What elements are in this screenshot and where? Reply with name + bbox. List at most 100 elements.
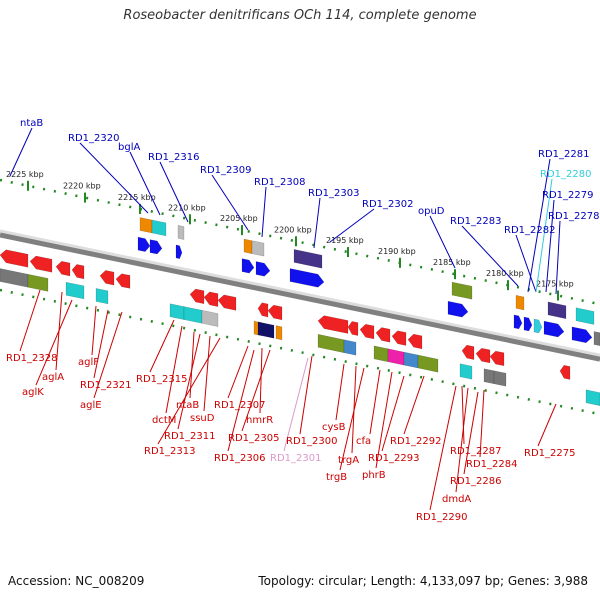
label-leader-line: [313, 197, 321, 249]
gene-block: [71, 264, 85, 280]
label-leader-line: [535, 178, 553, 293]
label-leader-line: [149, 319, 175, 373]
gene-block: [483, 368, 495, 385]
label-leader-line: [515, 234, 537, 293]
gene-block: [201, 309, 219, 327]
label-leader-line: [227, 349, 255, 452]
gene-block: [543, 320, 565, 338]
gene-block: [95, 288, 109, 305]
gene-block: [55, 261, 71, 277]
gene-block: [513, 314, 523, 330]
gene-block: [65, 281, 85, 300]
gene-block: [257, 321, 275, 339]
gene-block: [451, 281, 473, 300]
gene-block: [391, 330, 407, 346]
gene-label: RD1_2307: [214, 400, 265, 411]
label-leader-line: [463, 391, 479, 475]
gene-label: cfa: [356, 436, 371, 447]
gene-label: hmrR: [246, 415, 273, 426]
gene-block: [99, 270, 115, 286]
label-leader-line: [79, 142, 149, 214]
scale-label: 2175 kbp: [536, 280, 574, 289]
gene-block: [177, 224, 185, 240]
gene-label: RD1_2275: [524, 448, 575, 459]
scale-label: 2210 kbp: [168, 203, 206, 212]
label-leader-line: [299, 355, 313, 435]
gene-label: RD1_2286: [450, 476, 501, 487]
gene-label: RD1_2300: [286, 436, 337, 447]
scale-label: 2185 kbp: [433, 258, 471, 267]
gene-block: [359, 323, 375, 340]
gene-block: [593, 331, 600, 346]
gene-label: aglE: [80, 400, 102, 411]
gene-label: bglA: [118, 142, 140, 153]
scale-label: 2220 kbp: [63, 182, 101, 191]
label-leader-line: [429, 385, 457, 511]
scale-label: 2200 kbp: [274, 225, 312, 234]
gene-label: dctM: [152, 415, 176, 426]
gene-label: ntaB: [176, 400, 199, 411]
gene-label: RD1_2302: [362, 199, 413, 210]
gene-label: opuD: [418, 206, 445, 217]
gene-label: RD1_2290: [416, 512, 467, 523]
gene-block: [275, 325, 283, 341]
gene-block: [241, 258, 255, 274]
gene-block: [169, 303, 185, 320]
label-leader-line: [455, 387, 469, 493]
scale-label: 2205 kbp: [220, 214, 258, 223]
gene-block: [375, 327, 391, 343]
label-leader-line: [545, 199, 555, 293]
gene-label: RD1_2315: [136, 374, 187, 385]
gene-tracks: [0, 167, 600, 428]
topology-summary: Topology: circular; Length: 4,133,097 bp…: [258, 574, 588, 588]
gene-block: [447, 300, 469, 318]
gene-block: [149, 239, 163, 255]
gene-label: RD1_2320: [68, 133, 119, 144]
scale-label: 2190 kbp: [378, 247, 416, 256]
gene-label: RD1_2321: [80, 380, 131, 391]
label-leader-line: [189, 331, 195, 399]
map-title: Roseobacter denitrificans OCh 114, compl…: [123, 8, 477, 23]
gene-block: [255, 261, 271, 277]
scale-label: 2180 kbp: [486, 269, 524, 278]
gene-block: [523, 316, 533, 332]
label-leader-line: [211, 174, 249, 231]
gene-label: RD1_2311: [164, 431, 215, 442]
gene-block: [139, 217, 153, 234]
gene-block: [585, 389, 600, 406]
gene-label: aglA: [42, 372, 64, 383]
label-leader-line: [35, 299, 73, 386]
label-leader-line: [555, 220, 561, 295]
gene-label: cysB: [322, 422, 346, 433]
gene-block: [289, 268, 325, 288]
label-leader-line: [261, 186, 267, 238]
gene-block: [115, 273, 131, 289]
gene-label: trgB: [326, 472, 347, 483]
gene-label: RD1_2287: [450, 446, 501, 457]
gene-block: [243, 238, 253, 255]
gene-label: aglF: [78, 357, 99, 368]
gene-label: trgA: [338, 455, 359, 466]
label-leaders: [9, 127, 561, 511]
label-leader-line: [9, 127, 33, 177]
backbone-highlight: [0, 229, 600, 357]
gene-block: [267, 304, 283, 321]
gene-block: [347, 321, 359, 336]
label-leader-line: [461, 225, 519, 287]
gene-label: RD1_2278: [548, 211, 599, 222]
gene-label: phrB: [362, 470, 386, 481]
label-leader-line: [241, 349, 271, 432]
backbone-line: [0, 232, 600, 362]
gene-label: RD1_2282: [504, 225, 555, 236]
label-leader-line: [329, 208, 375, 243]
scale-label: 2195 kbp: [326, 236, 364, 245]
gene-label: RD1_2328: [6, 353, 57, 364]
label-leader-line: [283, 357, 309, 452]
gene-label: RD1_2305: [228, 433, 279, 444]
label-leader-line: [375, 371, 393, 469]
gene-block: [459, 363, 473, 380]
gene-block: [493, 370, 507, 387]
gene-label: RD1_2303: [308, 188, 359, 199]
